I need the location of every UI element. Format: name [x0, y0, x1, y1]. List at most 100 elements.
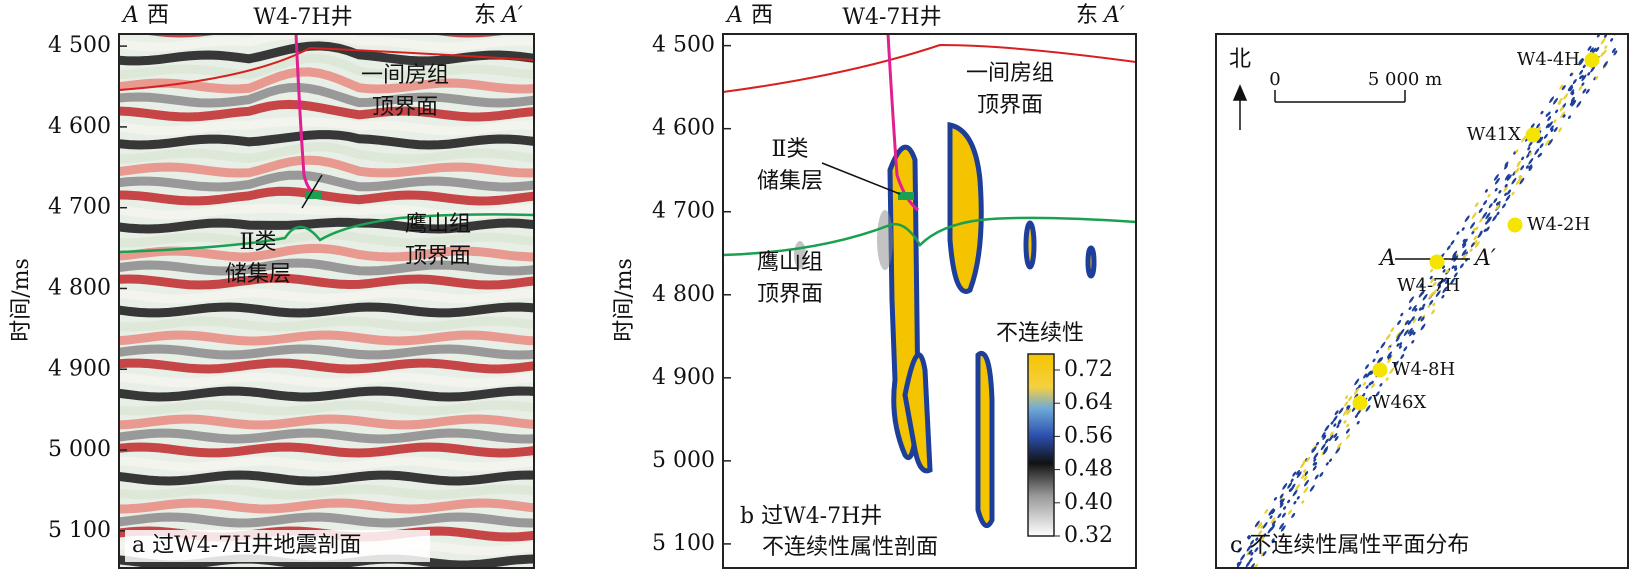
fault-speck: [1390, 327, 1395, 333]
fault-speck: [1332, 415, 1338, 423]
fault-speck: [1429, 275, 1433, 280]
fault-speck: [1432, 302, 1436, 307]
fault-speck: [1479, 230, 1483, 235]
fault-speck: [1366, 370, 1372, 378]
seismic-stripe: [119, 117, 534, 136]
label: W4-8H: [1392, 359, 1455, 380]
fault-speck: [1269, 515, 1273, 519]
label: 0.56: [1064, 423, 1113, 448]
fault-speck: [1470, 222, 1475, 229]
fault-speck: [1582, 88, 1587, 94]
fault-speck: [1279, 498, 1285, 505]
fault-speck: [1387, 351, 1392, 359]
fault-speck: [1417, 315, 1422, 322]
fault-speck: [1567, 115, 1572, 119]
fault-speck: [1396, 332, 1402, 339]
fault-speck: [1397, 319, 1402, 326]
fault-speck: [1432, 281, 1437, 287]
fault-speck: [1313, 458, 1317, 462]
fault-speck: [1474, 241, 1480, 248]
fault-speck: [1521, 135, 1527, 143]
fault-speck: [1478, 207, 1483, 214]
fault-speck: [1375, 391, 1380, 397]
label: 北: [1229, 47, 1251, 72]
label: 鹰山组: [405, 212, 471, 237]
fault-speck: [1320, 443, 1326, 451]
fault-speck: [1358, 384, 1362, 388]
fault-speck: [1296, 469, 1300, 476]
fault-speck: [1549, 125, 1554, 131]
fault-speck: [1412, 331, 1416, 336]
fault-speck: [1296, 496, 1300, 500]
label: 4 900: [652, 365, 715, 390]
fault-speck: [1365, 364, 1369, 370]
fault-speck: [1304, 479, 1309, 487]
fault-speck: [1435, 290, 1441, 298]
fault-speck: [1411, 340, 1415, 344]
fault-speck: [1301, 473, 1306, 479]
discontinuity-section: [723, 34, 1136, 568]
horizon: [119, 213, 534, 254]
fault-speck: [1585, 88, 1590, 94]
fault-speck: [1346, 434, 1351, 440]
fault-speck: [1613, 50, 1618, 56]
label: 4 600: [48, 114, 111, 139]
fault-speck: [1250, 539, 1255, 545]
label: 5 000: [48, 437, 111, 462]
fault-speck: [1422, 303, 1426, 308]
fault-speck: [1248, 549, 1253, 555]
fault-speck: [1254, 547, 1259, 553]
fault-speck: [1493, 198, 1498, 204]
fault-speck: [1279, 493, 1284, 499]
fault-speck: [1536, 136, 1542, 144]
fault-speck: [1288, 488, 1292, 492]
seismic-stripe: [119, 414, 534, 430]
fault-speck: [1471, 212, 1477, 219]
fault-speck: [1324, 438, 1329, 444]
fault-speck: [1420, 323, 1426, 331]
fault-speck: [1293, 500, 1297, 505]
well: [1372, 362, 1388, 378]
seismic-stripe: [119, 170, 534, 192]
fault-speck: [1553, 97, 1558, 105]
fault-speck: [1271, 509, 1276, 515]
label: 4 500: [652, 33, 715, 58]
fault-speck: [1404, 319, 1409, 326]
fault-speck: [1292, 489, 1298, 497]
fault-speck: [1473, 235, 1478, 241]
frame: [1215, 33, 1629, 569]
fault-speck: [1396, 343, 1400, 347]
well: [1525, 127, 1541, 143]
fault-speck: [1502, 203, 1506, 209]
fault-speck: [1363, 373, 1368, 379]
seismic-stripe: [119, 288, 534, 304]
fault-speck: [1254, 520, 1260, 528]
label: W4-4H: [1517, 49, 1580, 70]
fault-speck: [1461, 249, 1467, 256]
well: [1584, 52, 1600, 68]
fault-speck: [1412, 317, 1417, 324]
fault-speck: [1590, 65, 1596, 73]
fault-speck: [1529, 152, 1533, 156]
fault-speck: [1387, 354, 1392, 360]
fault-speck: [1370, 380, 1374, 385]
fault-speck: [1303, 469, 1307, 473]
fault-speck: [1303, 475, 1308, 481]
label: W4-7H井: [842, 5, 941, 30]
fault-speck: [1528, 165, 1533, 172]
fault-speck: [1269, 508, 1275, 515]
label: A: [121, 3, 139, 28]
fault-speck: [1545, 123, 1550, 129]
label: 5 000 m: [1368, 69, 1442, 90]
fault-speck: [1255, 537, 1259, 541]
fault-speck: [1237, 547, 1242, 553]
fault-speck: [1333, 433, 1338, 439]
fault-speck: [1486, 216, 1492, 224]
fault-speck: [1346, 423, 1350, 428]
fault-speck: [1321, 432, 1326, 438]
fault-speck: [1443, 277, 1447, 283]
fault-speck: [1553, 126, 1558, 133]
fault-speck: [1325, 462, 1329, 466]
fault-speck: [1407, 327, 1413, 335]
